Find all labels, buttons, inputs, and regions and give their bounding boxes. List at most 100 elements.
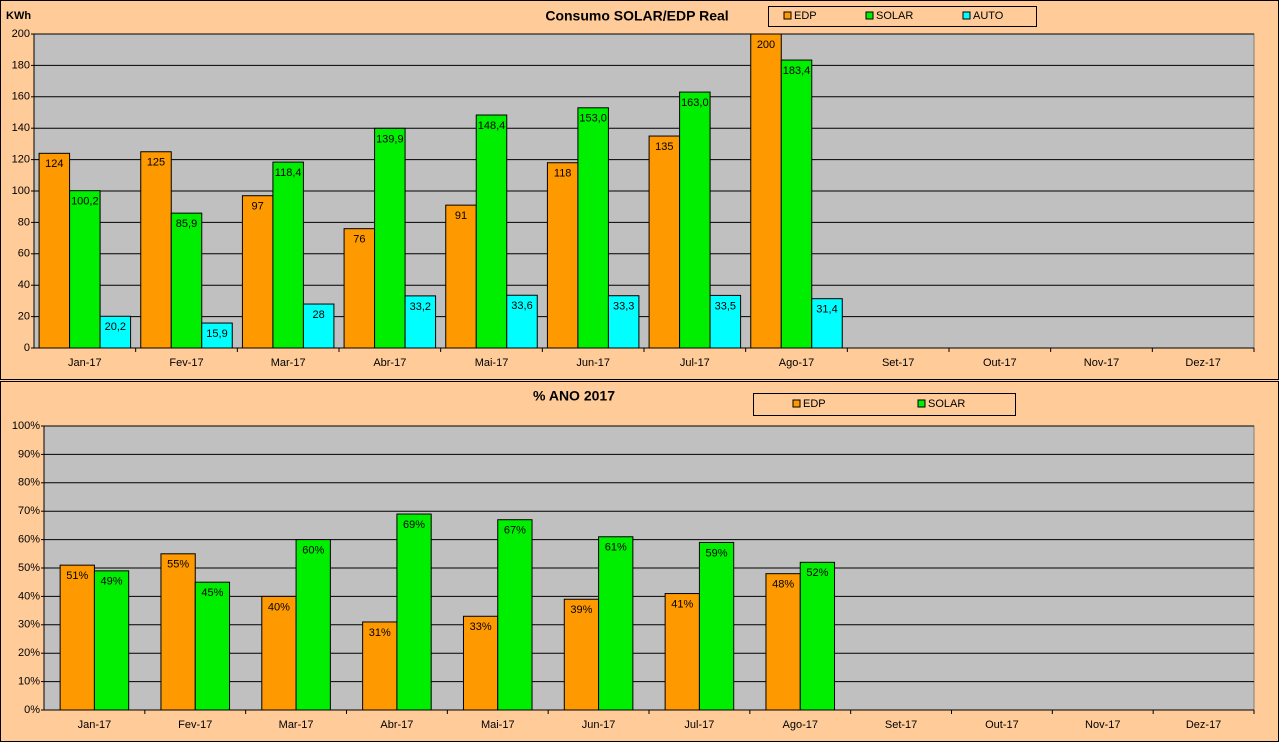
y-tick-label: 10%: [18, 676, 40, 688]
y-tick-label: 40: [18, 279, 30, 291]
legend-label: SOLAR: [928, 398, 965, 410]
bar: [780, 59, 813, 349]
legend-label: AUTO: [973, 10, 1004, 22]
data-label: 153,0: [579, 113, 607, 125]
x-tick-label: Out-17: [983, 357, 1017, 369]
x-tick-label: Fev-17: [178, 719, 212, 731]
bar: [194, 581, 231, 711]
y-tick-label: 120: [12, 154, 30, 166]
data-label: 31%: [369, 627, 391, 639]
bar: [648, 135, 681, 349]
data-label: 200: [757, 39, 775, 51]
y-tick-label: 80%: [18, 477, 40, 489]
legend-swatch: [865, 11, 874, 20]
x-tick-label: Dez-17: [1186, 719, 1221, 731]
data-label: 40%: [268, 601, 290, 613]
data-label: 39%: [570, 604, 592, 616]
bar: [462, 615, 499, 711]
bar: [69, 190, 101, 349]
bar: [750, 33, 782, 349]
data-label: 33,2: [410, 301, 431, 313]
data-label: 97: [252, 201, 264, 213]
bar: [38, 152, 71, 349]
legend-label: EDP: [803, 398, 826, 410]
bar: [497, 519, 533, 711]
x-tick-label: Out-17: [985, 719, 1019, 731]
x-tick-label: Abr-17: [373, 357, 406, 369]
data-label: 67%: [504, 525, 526, 537]
bar: [563, 598, 600, 711]
data-label: 69%: [403, 519, 425, 531]
y-tick-label: 70%: [18, 505, 40, 517]
data-label: 52%: [806, 567, 828, 579]
bar: [201, 322, 233, 349]
data-label: 33,6: [511, 300, 532, 312]
y-tick-label: 40%: [18, 590, 40, 602]
bar: [272, 161, 304, 349]
y-tick-label: 140: [12, 122, 30, 134]
bar: [445, 204, 477, 349]
x-tick-label: Abr-17: [380, 719, 413, 731]
y-tick-label: 20: [18, 311, 30, 323]
x-tick-label: Jun-17: [576, 357, 610, 369]
x-tick-label: Mar-17: [279, 719, 314, 731]
bar: [295, 539, 331, 711]
y-tick-label: 20%: [18, 647, 40, 659]
x-tick-label: Mai-17: [481, 719, 515, 731]
x-tick-label: Jun-17: [582, 719, 616, 731]
y-tick-label: 30%: [18, 619, 40, 631]
data-label: 41%: [671, 598, 693, 610]
bar: [404, 295, 437, 349]
bar: [506, 294, 538, 349]
legend: [753, 393, 1016, 416]
data-label: 60%: [302, 545, 324, 557]
bar: [679, 91, 711, 349]
bar: [99, 315, 132, 349]
bar: [598, 536, 634, 711]
bar: [607, 295, 640, 349]
y-tick-label: 0: [24, 342, 30, 354]
legend-swatch: [783, 11, 792, 20]
bar: [93, 570, 130, 711]
bar: [664, 593, 700, 711]
bar: [241, 195, 274, 349]
bar: [59, 564, 95, 711]
x-tick-label: Set-17: [882, 357, 914, 369]
data-label: 148,4: [478, 120, 506, 132]
data-label: 33,3: [613, 301, 634, 313]
data-label: 124: [45, 158, 63, 170]
data-label: 33%: [470, 621, 492, 633]
y-tick-label: 200: [12, 28, 30, 40]
x-tick-label: Set-17: [885, 719, 917, 731]
data-label: 135: [655, 141, 673, 153]
x-tick-label: Mai-17: [475, 357, 509, 369]
data-label: 15,9: [206, 328, 227, 340]
legend-label: SOLAR: [876, 10, 913, 22]
chart-title: % ANO 2017: [533, 388, 615, 404]
x-tick-label: Fev-17: [169, 357, 203, 369]
bar: [261, 595, 297, 711]
y-tick-label: 100%: [12, 420, 40, 432]
y-tick-label: 100: [12, 185, 30, 197]
bar: [374, 127, 406, 349]
y-tick-label: 160: [12, 91, 30, 103]
bar: [302, 303, 335, 349]
data-label: 100,2: [71, 196, 99, 208]
data-label: 20,2: [105, 321, 126, 333]
data-label: 163,0: [681, 97, 709, 109]
data-label: 51%: [66, 570, 88, 582]
data-label: 118,4: [275, 167, 302, 179]
y-tick-label: 80: [18, 216, 30, 228]
bar: [765, 573, 801, 711]
y-axis-label: KWh: [6, 10, 31, 22]
chart-title: Consumo SOLAR/EDP Real: [545, 8, 728, 24]
data-label: 59%: [706, 547, 728, 559]
data-label: 48%: [772, 579, 794, 591]
legend-swatch: [792, 399, 801, 408]
data-label: 31,4: [816, 304, 837, 316]
data-label: 183,4: [783, 65, 811, 77]
x-tick-label: Nov-17: [1085, 719, 1120, 731]
bar: [577, 107, 609, 349]
